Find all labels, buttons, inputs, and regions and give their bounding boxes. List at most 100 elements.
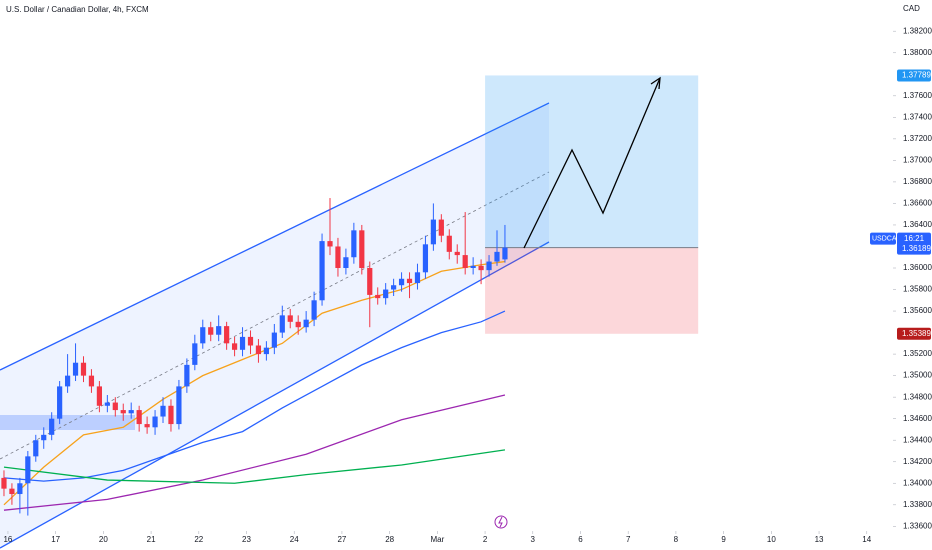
x-tick-label: 22 xyxy=(194,535,203,544)
x-tick-label: 2 xyxy=(483,535,488,544)
y-tick-label: 1.35800 xyxy=(903,285,932,294)
candle-body xyxy=(120,410,126,414)
candle-body xyxy=(33,440,39,457)
candle-body xyxy=(287,315,293,322)
candle-body xyxy=(375,294,381,299)
x-tick-label: 21 xyxy=(147,535,156,544)
y-tick-label: 1.37600 xyxy=(903,91,932,100)
candle-body xyxy=(430,219,436,245)
x-tick-label: 28 xyxy=(385,535,394,544)
y-tick-label: 1.34000 xyxy=(903,478,932,487)
candle-body xyxy=(438,219,444,236)
y-tick-label: 1.37400 xyxy=(903,112,932,121)
moving-average xyxy=(3,449,506,484)
candle-body xyxy=(72,362,79,376)
y-tick-label: 1.34200 xyxy=(903,457,932,466)
candles xyxy=(1,198,508,516)
x-tick-label: 23 xyxy=(242,535,251,544)
candle-body xyxy=(152,416,158,428)
candle-body xyxy=(224,326,230,344)
candle-body xyxy=(502,247,508,260)
x-tick-label: 20 xyxy=(99,535,108,544)
y-tick-label: 1.36400 xyxy=(903,220,932,229)
y-tick-label: 1.35600 xyxy=(903,306,932,315)
channel-lower xyxy=(0,241,550,549)
channel-upper xyxy=(0,102,550,371)
currency-label: CAD xyxy=(903,4,920,13)
candle-body xyxy=(216,326,222,335)
candle-body xyxy=(25,456,31,484)
moving-average xyxy=(3,394,506,511)
candle-body xyxy=(41,434,47,441)
candle-body xyxy=(279,315,285,333)
candle-body xyxy=(239,336,246,350)
candle-body xyxy=(367,268,373,295)
candle-body xyxy=(9,488,15,495)
y-tick-label: 1.36600 xyxy=(903,199,932,208)
y-tick-label: 1.35200 xyxy=(903,349,932,358)
moving-average xyxy=(3,310,506,482)
symbol-label: USDCAD xyxy=(872,236,902,243)
moving-averages xyxy=(3,260,506,511)
position-tool xyxy=(485,75,699,334)
candle-body xyxy=(247,336,254,346)
candle-body xyxy=(295,321,301,328)
target-price: 1.37789 xyxy=(902,71,931,80)
candle-body xyxy=(80,362,87,376)
candle-body xyxy=(303,319,309,328)
x-tick-label: 16 xyxy=(3,535,12,544)
candle-body xyxy=(343,257,349,269)
x-tick-label: Mar xyxy=(430,535,444,544)
x-tick-label: 8 xyxy=(674,535,679,544)
candle-body xyxy=(311,300,317,320)
candle-body xyxy=(319,241,325,301)
candle-body xyxy=(391,285,397,290)
projection xyxy=(523,77,661,249)
event-icon[interactable] xyxy=(494,515,508,529)
candle-body xyxy=(128,410,134,414)
y-tick-label: 1.36000 xyxy=(903,263,932,272)
y-tick-label: 1.34600 xyxy=(903,414,932,423)
candle-body xyxy=(383,289,389,299)
axes: 1.38200 1.38000 1.37600 1.37400 1.37200 1.370… xyxy=(3,26,932,544)
candle-body xyxy=(486,261,492,271)
candle-body xyxy=(160,405,166,417)
candle-body xyxy=(327,241,333,247)
candle-body xyxy=(351,230,357,258)
channel-mid xyxy=(0,171,550,460)
current-price: 1.36189 xyxy=(902,244,931,253)
candle-body xyxy=(454,251,460,256)
x-tick-label: 10 xyxy=(767,535,776,544)
x-tick-label: 3 xyxy=(531,535,536,544)
candle-body xyxy=(271,332,277,348)
y-tick-label: 1.34400 xyxy=(903,435,932,444)
candle-body xyxy=(1,477,7,489)
x-tick-label: 7 xyxy=(626,535,631,544)
candle-body xyxy=(398,278,405,286)
candle-body xyxy=(176,386,182,425)
moving-average xyxy=(3,260,506,506)
candle-body xyxy=(208,327,214,335)
y-tick-label: 1.37200 xyxy=(903,134,932,143)
y-tick-label: 1.38200 xyxy=(903,26,932,35)
candle-body xyxy=(57,386,63,419)
y-tick-label: 1.34800 xyxy=(903,392,932,401)
x-tick-label: 9 xyxy=(721,535,726,544)
candle-body xyxy=(478,265,484,271)
x-tick-label: 24 xyxy=(290,535,299,544)
candle-body xyxy=(462,255,468,269)
x-tick-label: 27 xyxy=(337,535,346,544)
candle-body xyxy=(494,251,500,262)
stop-zone xyxy=(485,247,699,334)
candle-body xyxy=(422,244,429,273)
candle-body xyxy=(359,230,365,269)
candle-body xyxy=(136,410,142,425)
candle-body xyxy=(200,327,206,344)
candle-body xyxy=(17,483,23,495)
candle-body xyxy=(104,402,110,406)
candle-body xyxy=(144,424,150,428)
candle-body xyxy=(112,402,118,411)
y-tick-label: 1.33600 xyxy=(903,521,932,530)
